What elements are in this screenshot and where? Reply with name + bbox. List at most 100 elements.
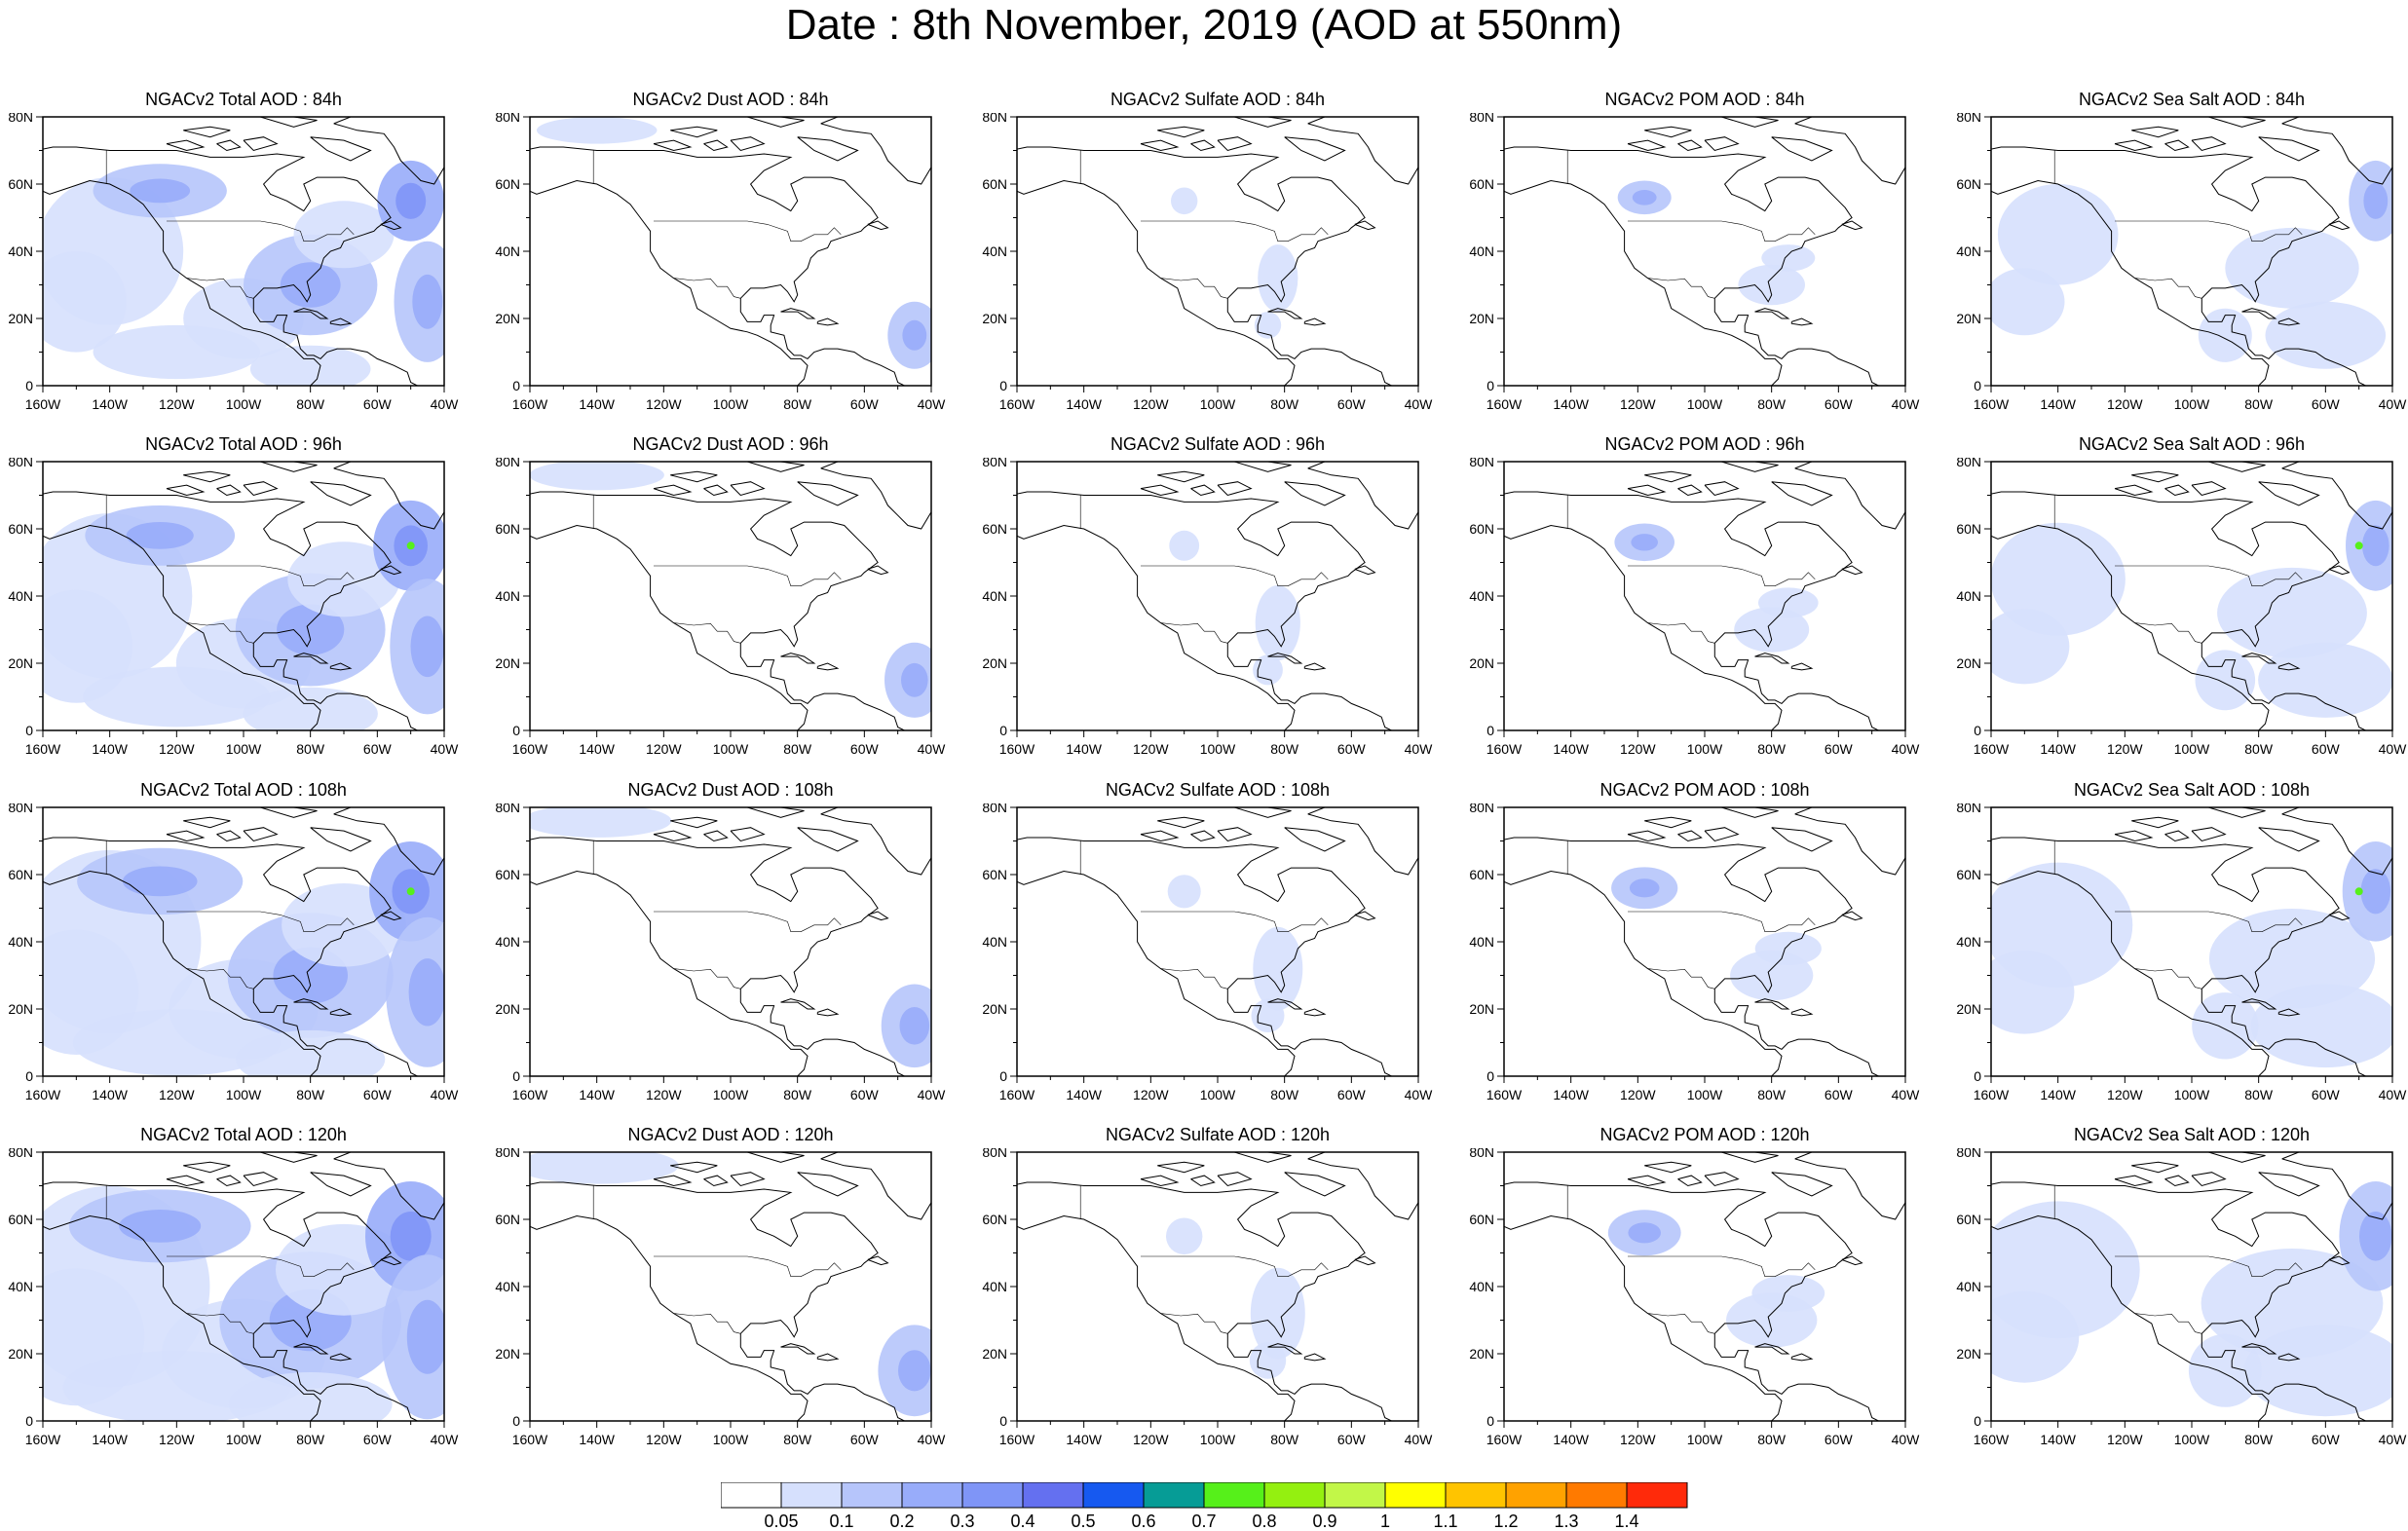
lon-tick-label: 60W <box>363 1087 393 1102</box>
lon-tick-label: 140W <box>92 1432 128 1447</box>
aod-shading <box>1614 523 1819 653</box>
panel-title: NGACv2 Sulfate AOD : 96h <box>1110 434 1326 454</box>
lon-tick-label: 160W <box>512 1432 548 1447</box>
lon-tick-label: 100W <box>713 1432 749 1447</box>
lon-tick-label: 160W <box>25 1087 61 1102</box>
map-panel: NGACv2 Sea Salt AOD : 96h 160W 140W 120W 100… <box>1948 434 2408 775</box>
country-borders <box>592 495 842 644</box>
colorbar-swatch <box>1203 1482 1265 1509</box>
lon-tick-label: 140W <box>1553 396 1589 412</box>
country-borders <box>105 150 355 299</box>
lat-tick-label: 60N <box>495 176 520 192</box>
aod-plume <box>2188 1333 2262 1407</box>
lon-tick-label: 160W <box>25 396 61 412</box>
aod-shading <box>1166 1217 1305 1379</box>
lat-tick-label: 60N <box>495 867 520 882</box>
lon-tick-label: 40W <box>2379 741 2408 757</box>
aod-shading <box>43 841 444 1076</box>
aod-plume-core <box>277 604 345 655</box>
lat-tick-label: 40N <box>495 1279 520 1294</box>
aod-plume <box>287 541 400 617</box>
coastlines <box>1991 117 2392 386</box>
lon-tick-label: 100W <box>2174 1087 2210 1102</box>
lon-tick-label: 60W <box>850 1087 880 1102</box>
panel-title: NGACv2 Dust AOD : 108h <box>627 780 834 800</box>
lon-tick-label: 40W <box>1892 396 1921 412</box>
aod-plume-core <box>122 866 198 897</box>
lon-tick-label: 100W <box>2174 396 2210 412</box>
colorbar-swatch <box>1505 1482 1567 1509</box>
lon-tick-label: 120W <box>1620 741 1656 757</box>
aod-shading <box>1991 1181 2392 1417</box>
colorbar-swatch <box>1626 1482 1688 1509</box>
lon-tick-label: 140W <box>92 741 128 757</box>
lon-tick-label: 40W <box>1405 1432 1434 1447</box>
lat-tick-label: 80N <box>1469 803 1494 815</box>
lon-tick-label: 140W <box>1553 741 1589 757</box>
aod-plume <box>1253 926 1303 1011</box>
aod-plume <box>43 251 127 353</box>
lon-tick-label: 140W <box>92 396 128 412</box>
aod-shading <box>1171 187 1298 339</box>
lon-tick-label: 140W <box>1066 1087 1102 1102</box>
lon-tick-label: 120W <box>1133 741 1169 757</box>
aod-plume <box>1751 1275 1825 1312</box>
panel-title: NGACv2 Total AOD : 96h <box>145 434 342 454</box>
lon-tick-label: 160W <box>1486 1432 1523 1447</box>
aod-plume <box>2258 642 2392 718</box>
lon-tick-label: 40W <box>918 1087 947 1102</box>
aod-plume <box>1738 264 1805 306</box>
lat-tick-label: 20N <box>1469 655 1494 671</box>
panel-title: NGACv2 POM AOD : 108h <box>1599 780 1810 800</box>
aod-plume <box>1249 1342 1287 1379</box>
aod-map: 160W 140W 120W 100W 80W 60W 40W 0 20N 40N 60N 80N <box>495 803 947 1102</box>
aod-plume <box>243 687 378 730</box>
lon-tick-label: 60W <box>363 1432 393 1447</box>
map-panel: NGACv2 POM AOD : 84h 160W 140W 120W 100W 80W 6… <box>1461 90 1948 430</box>
panel-title: NGACv2 Sulfate AOD : 84h <box>1110 90 1326 109</box>
aod-plume <box>1250 1267 1305 1360</box>
lon-tick-label: 80W <box>296 1087 325 1102</box>
lat-tick-label: 60N <box>982 1212 1007 1227</box>
country-borders <box>1566 1185 1816 1334</box>
aod-plume <box>1991 522 2126 636</box>
aod-plume-core <box>1628 1222 1661 1244</box>
colorbar-label: 0.05 <box>764 1512 798 1529</box>
lon-tick-label: 120W <box>159 741 195 757</box>
lat-tick-label: 40N <box>1956 588 1981 604</box>
lon-tick-label: 100W <box>226 1087 262 1102</box>
aod-map: 160W 140W 120W 100W 80W 60W 40W 0 20N 40N 60N 80N <box>495 113 947 412</box>
figure-title: Date : 8th November, 2019 (AOD at 550nm) <box>785 1 1623 49</box>
lat-tick-label: 20N <box>495 1346 520 1362</box>
lon-tick-label: 40W <box>918 741 947 757</box>
aod-plume-core <box>412 274 443 329</box>
lat-tick-label: 60N <box>495 521 520 537</box>
lat-tick-label: 20N <box>1956 655 1981 671</box>
aod-shading <box>43 1181 444 1421</box>
coastlines <box>530 807 931 1076</box>
colorbar-label: 0.6 <box>1131 1512 1155 1529</box>
aod-plume-core <box>1632 190 1657 205</box>
aod-plume-core <box>2359 1212 2392 1261</box>
aod-plume-core <box>390 1212 432 1261</box>
colorbar-swatch <box>1263 1482 1326 1509</box>
aod-plume-core <box>2360 869 2391 915</box>
country-borders <box>2053 840 2303 990</box>
lon-tick-label: 100W <box>1687 1087 1723 1102</box>
lon-tick-label: 120W <box>646 1087 682 1102</box>
aod-map: 160W 140W 120W 100W 80W 60W 40W 0 20N 40N 60N 80N <box>1469 458 1920 757</box>
lat-tick-label: 20N <box>982 311 1007 326</box>
panel-title: NGACv2 Total AOD : 84h <box>145 90 342 109</box>
lat-tick-label: 60N <box>8 867 33 882</box>
country-borders <box>2053 1185 2303 1334</box>
lon-tick-label: 40W <box>918 396 947 412</box>
coastlines <box>1017 1152 1418 1421</box>
lat-tick-label: 0 <box>25 1068 33 1084</box>
coastlines <box>1017 807 1418 1076</box>
lon-tick-label: 100W <box>713 741 749 757</box>
lat-tick-label: 0 <box>512 723 520 738</box>
lat-tick-label: 20N <box>8 655 33 671</box>
lat-tick-label: 0 <box>25 378 33 393</box>
lat-tick-label: 80N <box>982 803 1007 815</box>
aod-plume-core <box>898 1350 931 1392</box>
